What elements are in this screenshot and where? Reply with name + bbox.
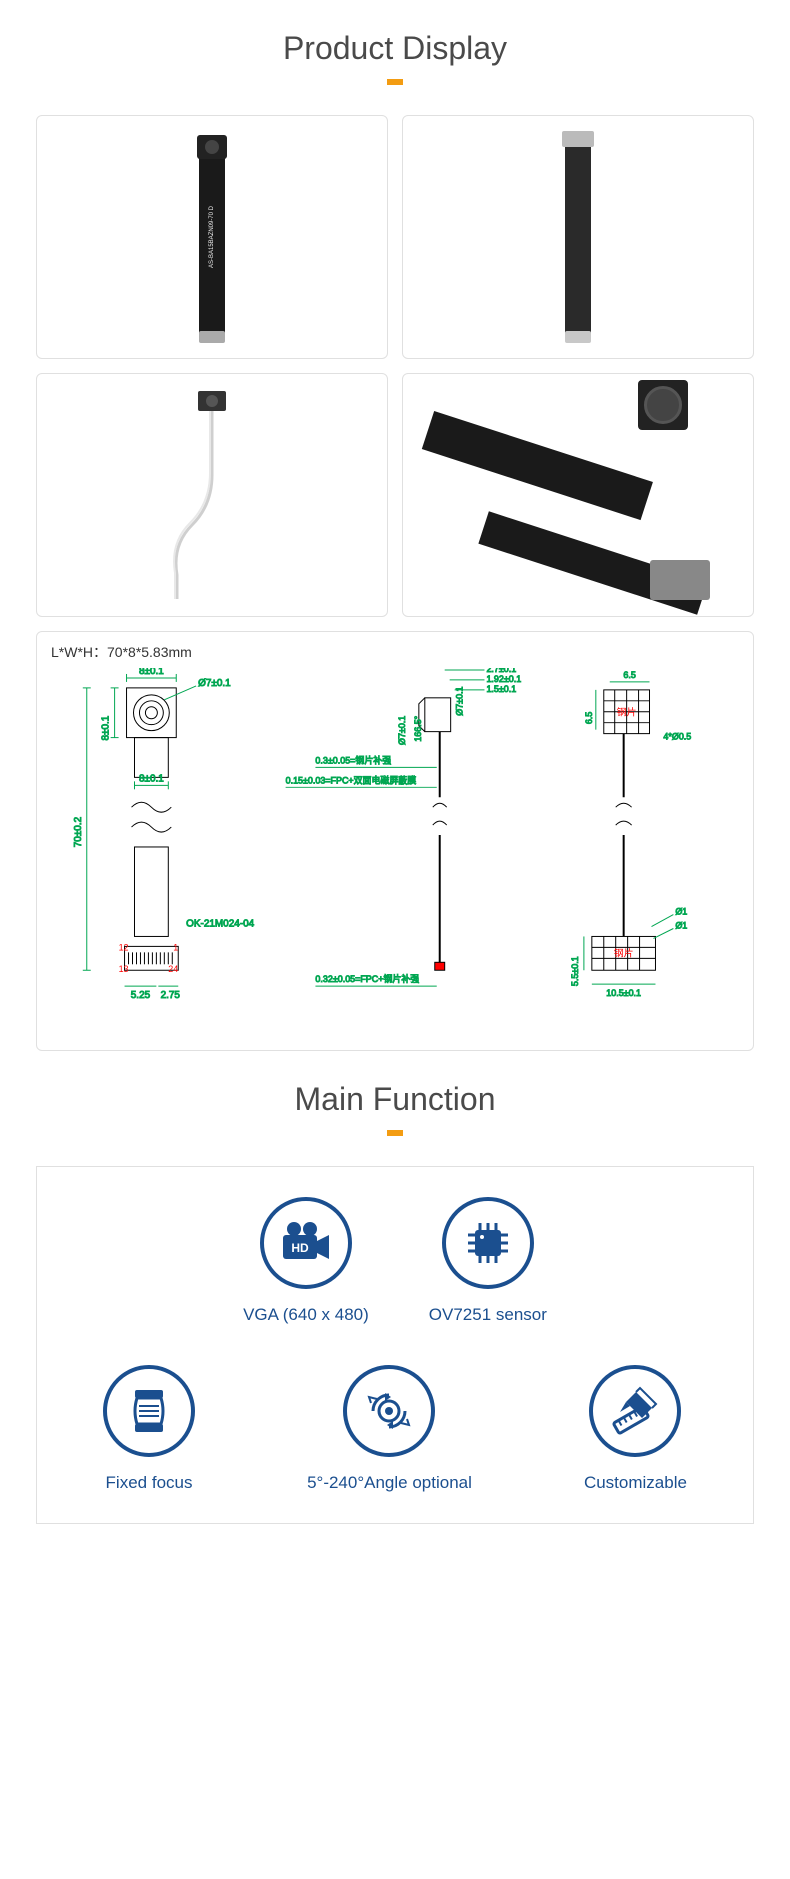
- svg-text:1: 1: [173, 942, 178, 952]
- cable-module: [82, 385, 342, 605]
- svg-text:5.5±0.1: 5.5±0.1: [570, 956, 580, 986]
- function-label: VGA (640 x 480): [243, 1305, 369, 1325]
- title-underline: [387, 1130, 403, 1136]
- dimension-diagram: L*W*H：70*8*5.83mm 8±0.1 8±0.1: [36, 631, 754, 1051]
- svg-text:10.5±0.1: 10.5±0.1: [606, 988, 641, 998]
- ruler-pencil-icon: [589, 1365, 681, 1457]
- connector-icon: [565, 331, 591, 343]
- svg-text:70±0.2: 70±0.2: [73, 816, 84, 847]
- svg-text:6.5: 6.5: [623, 670, 635, 680]
- function-angle: 5°-240°Angle optional: [307, 1365, 472, 1493]
- product-image-angle: [402, 373, 754, 617]
- svg-text:钢片: 钢片: [614, 946, 634, 959]
- svg-text:24: 24: [168, 964, 178, 974]
- svg-text:13: 13: [119, 964, 129, 974]
- svg-text:1.92±0.1: 1.92±0.1: [486, 674, 521, 684]
- function-label: Customizable: [584, 1473, 687, 1493]
- function-label: OV7251 sensor: [429, 1305, 547, 1325]
- function-row-2: Fixed focus 5°-240°Angle optional Custom…: [57, 1365, 733, 1493]
- function-label: 5°-240°Angle optional: [307, 1473, 472, 1493]
- svg-text:HD: HD: [291, 1241, 309, 1255]
- svg-text:2.75: 2.75: [161, 990, 181, 1001]
- svg-text:Ø7±0.1: Ø7±0.1: [455, 686, 465, 715]
- function-sensor: OV7251 sensor: [429, 1197, 547, 1325]
- function-row-1: HD VGA (640 x 480) OV7251 sensor: [57, 1197, 733, 1325]
- lens-icon: [197, 135, 227, 159]
- module-strip-front: AS-BA15BAZN09-70 D: [199, 137, 225, 337]
- product-display-title: Product Display: [0, 0, 790, 67]
- svg-text:Ø1: Ø1: [675, 920, 687, 930]
- svg-text:钢片: 钢片: [617, 706, 637, 719]
- module-strip-back: [565, 137, 591, 337]
- top-plate-icon: [562, 131, 594, 147]
- angled-module: [438, 380, 718, 610]
- lens-icon: [638, 380, 688, 430]
- function-custom: Customizable: [584, 1365, 687, 1493]
- product-image-cable: [36, 373, 388, 617]
- title-underline: [387, 79, 403, 85]
- svg-text:0.3±0.05=钢片补强: 0.3±0.05=钢片补强: [315, 754, 391, 765]
- rotate-camera-icon: [343, 1365, 435, 1457]
- technical-drawing: 8±0.1 8±0.1 8±0.1 Ø7±0.1 70±0.2 OK-21M02…: [47, 668, 743, 1036]
- function-focus: Fixed focus: [103, 1365, 195, 1493]
- function-vga: HD VGA (640 x 480): [243, 1197, 369, 1325]
- svg-text:1.5±0.1: 1.5±0.1: [486, 684, 516, 694]
- product-image-front: AS-BA15BAZN09-70 D: [36, 115, 388, 359]
- svg-text:0.32±0.05=FPC+钢片补强: 0.32±0.05=FPC+钢片补强: [315, 973, 419, 984]
- svg-text:8±0.1: 8±0.1: [139, 668, 164, 677]
- function-label: Fixed focus: [106, 1473, 193, 1493]
- svg-text:4*Ø0.5: 4*Ø0.5: [663, 732, 691, 742]
- connector-icon: [199, 331, 225, 343]
- svg-text:8±0.1: 8±0.1: [101, 715, 112, 740]
- svg-text:OK-21M024-04: OK-21M024-04: [186, 919, 254, 930]
- product-image-back: [402, 115, 754, 359]
- svg-text:Ø7±0.1: Ø7±0.1: [198, 678, 231, 689]
- svg-text:166.5°: 166.5°: [413, 715, 423, 741]
- main-function-panel: HD VGA (640 x 480) OV7251 sensor Fixed f…: [36, 1166, 754, 1524]
- svg-text:6.5: 6.5: [584, 712, 594, 724]
- chip-icon: [442, 1197, 534, 1289]
- svg-text:Ø7±0.1: Ø7±0.1: [397, 716, 407, 745]
- svg-text:12: 12: [119, 942, 129, 952]
- module-marking: AS-BA15BAZN09-70 D: [209, 206, 215, 268]
- lwh-label: L*W*H：70*8*5.83mm: [51, 642, 192, 662]
- hd-camera-icon: HD: [260, 1197, 352, 1289]
- fpc-strip-icon: [422, 411, 653, 520]
- main-function-title: Main Function: [0, 1051, 790, 1118]
- svg-text:8±0.1: 8±0.1: [139, 773, 164, 784]
- svg-text:5.25: 5.25: [131, 990, 151, 1001]
- svg-text:0.15±0.03=FPC+双面电磁屏蔽膜: 0.15±0.03=FPC+双面电磁屏蔽膜: [286, 774, 417, 785]
- product-grid: AS-BA15BAZN09-70 D: [0, 115, 790, 617]
- connector-icon: [650, 560, 710, 600]
- svg-text:Ø1: Ø1: [675, 907, 687, 917]
- lens-barrel-icon: [103, 1365, 195, 1457]
